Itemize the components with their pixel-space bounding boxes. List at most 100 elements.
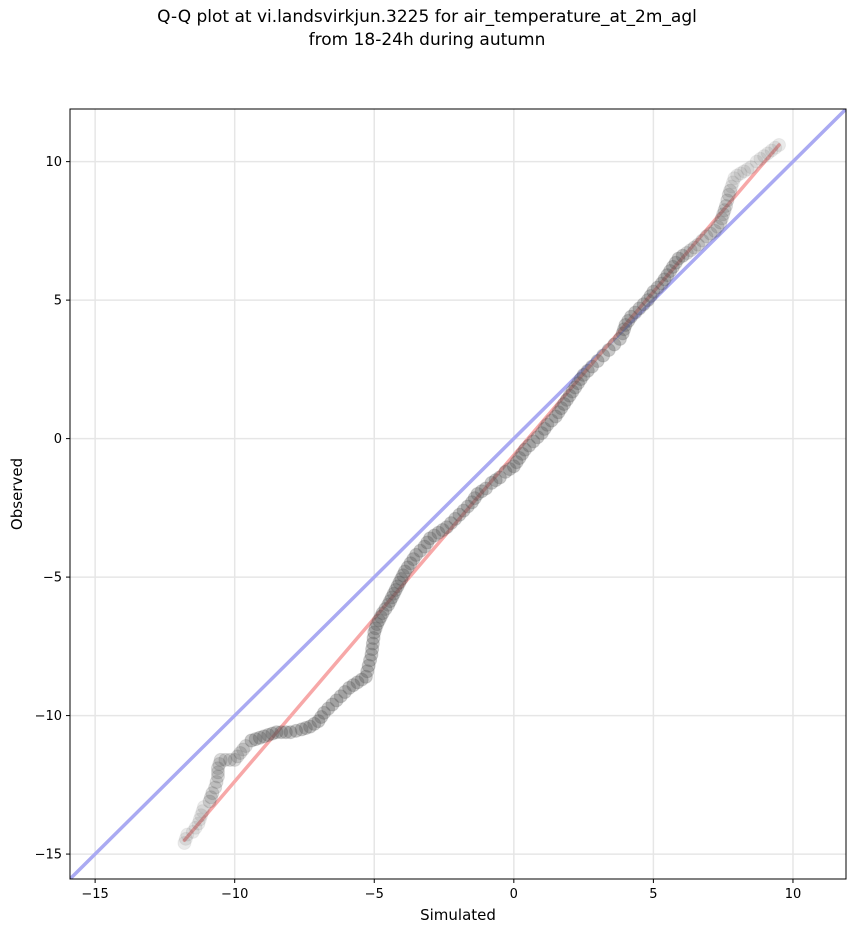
quantile-point: [423, 531, 438, 546]
quantile-point: [584, 359, 599, 374]
quantile-point: [427, 528, 442, 543]
quantile-point: [244, 733, 259, 748]
quantile-point: [683, 243, 698, 258]
quantile-point: [294, 722, 309, 737]
quantile-point: [397, 564, 412, 579]
quantile-point: [498, 464, 513, 479]
x-tick-label: 10: [785, 887, 802, 902]
quantile-point: [390, 579, 405, 594]
quantile-point: [203, 790, 218, 805]
quantile-point: [540, 417, 555, 432]
quantile-point: [333, 689, 348, 704]
quantile-point: [373, 609, 388, 624]
x-tick-label: 5: [649, 887, 657, 902]
plot-frame: [69, 108, 847, 880]
quantile-point: [607, 337, 622, 352]
quantile-point: [632, 301, 647, 316]
quantile-point: [660, 268, 675, 283]
quantile-point: [283, 725, 298, 740]
quantile-point: [366, 631, 381, 646]
quantile-point: [740, 162, 755, 177]
quantile-point: [396, 568, 411, 583]
y-tick-label: −10: [35, 709, 62, 724]
quantile-point: [413, 543, 428, 558]
quantile-point: [386, 586, 401, 601]
quantile-point: [365, 642, 380, 657]
quantile-point: [506, 459, 521, 474]
quantile-point: [526, 434, 541, 449]
quantile-point: [406, 552, 421, 567]
quantile-point: [364, 647, 379, 662]
quantile-point: [230, 749, 245, 764]
quantile-point: [590, 354, 605, 369]
quantile-point: [646, 284, 661, 299]
quantile-point: [573, 372, 588, 387]
chart-title-line-1: Q-Q plot at vi.landsvirkjun.3225 for air…: [157, 7, 697, 27]
quantile-point: [464, 495, 479, 510]
quantile-point: [492, 470, 507, 485]
quantile-point: [512, 450, 527, 465]
quantile-point: [628, 305, 643, 320]
quantile-point: [571, 376, 586, 391]
y-axis-label: Observed: [8, 458, 26, 530]
quantile-point: [714, 211, 729, 226]
quantile-point: [350, 675, 365, 690]
quantile-point: [298, 721, 313, 736]
quantile-point: [191, 816, 206, 831]
quantile-point: [212, 757, 227, 772]
quantile-point: [695, 233, 710, 248]
quantile-point: [354, 672, 369, 687]
quantile-point: [517, 442, 532, 457]
quantile-point: [470, 487, 485, 501]
quantile-point: [218, 752, 233, 767]
quantile-point: [236, 742, 251, 757]
quantile-point: [409, 547, 424, 562]
quantile-point: [210, 761, 225, 776]
quantile-point: [515, 446, 530, 461]
quantile-point: [394, 571, 409, 586]
quantile-point: [269, 725, 284, 740]
quantile-point: [474, 484, 489, 499]
quantile-point: [554, 401, 569, 416]
quantile-point: [530, 430, 545, 445]
quantile-point: [257, 729, 271, 744]
quantile-point: [615, 326, 630, 341]
quantile-point: [363, 653, 378, 668]
quantile-point: [768, 140, 783, 155]
x-tick-label: −15: [81, 887, 108, 902]
quantile-point: [703, 226, 718, 241]
x-tick-label: 0: [510, 887, 518, 902]
quantile-point: [194, 808, 209, 823]
quantile-point: [192, 812, 207, 827]
y-tick-label: 5: [54, 294, 62, 309]
quantile-point: [325, 697, 340, 712]
quantile-point: [417, 539, 432, 554]
x-tick-label: −5: [365, 887, 384, 902]
quantile-point: [321, 701, 336, 716]
quantile-point: [764, 143, 779, 158]
quantile-point: [381, 597, 396, 612]
quantile-point: [392, 575, 407, 590]
quantile-point: [208, 780, 223, 795]
quantile-point: [737, 164, 752, 179]
quantile-point: [289, 723, 304, 738]
quantile-point: [278, 725, 293, 740]
quantile-point: [317, 705, 332, 720]
quantile-point: [640, 293, 655, 308]
x-tick-label: −10: [221, 887, 248, 902]
y-tick-label: −15: [35, 848, 62, 863]
quantile-point: [716, 207, 731, 222]
quantile-point: [580, 363, 595, 378]
quantile-point: [420, 535, 435, 550]
axis-ticks: −15 −10 −5 0 5 10 −15 −10 −5 0 5 10: [35, 155, 802, 902]
quantile-point: [724, 179, 739, 194]
quantile-point: [596, 348, 611, 363]
quantile-points: [177, 138, 787, 850]
quantile-point: [375, 606, 390, 621]
quantile-point: [188, 820, 203, 835]
quantile-point: [460, 499, 475, 514]
quantile-point: [522, 438, 537, 453]
quantile-point: [663, 264, 678, 279]
quantile-point: [636, 297, 651, 312]
